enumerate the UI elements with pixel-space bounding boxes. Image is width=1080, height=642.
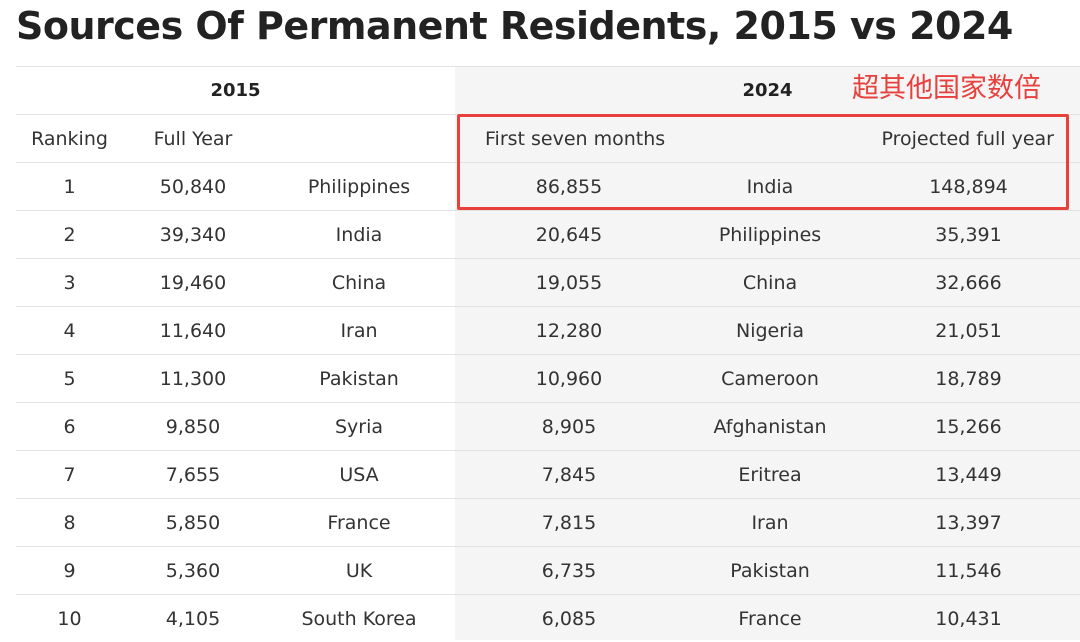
cell-country-2024: China: [683, 259, 857, 307]
cell-country-2015: Iran: [263, 307, 455, 355]
cell-country-2024: France: [683, 595, 857, 642]
cell-country-2024: Nigeria: [683, 307, 857, 355]
cell-rank: 8: [16, 499, 123, 547]
page-title: Sources Of Permanent Residents, 2015 vs …: [16, 4, 1013, 48]
cell-projected-full-year-2024: 35,391: [857, 211, 1080, 259]
header-year-2015: 2015: [16, 67, 455, 115]
highlight-box: [457, 114, 1069, 210]
cell-first-seven-months-2024: 6,085: [455, 595, 683, 642]
annotation-text: 超其他国家数倍: [852, 66, 1041, 105]
header-ranking: Ranking: [16, 115, 123, 163]
cell-full-year-2015: 19,460: [123, 259, 263, 307]
cell-full-year-2015: 5,850: [123, 499, 263, 547]
cell-country-2015: USA: [263, 451, 455, 499]
cell-country-2015: China: [263, 259, 455, 307]
header-full-year: Full Year: [123, 115, 263, 163]
cell-full-year-2015: 11,640: [123, 307, 263, 355]
cell-full-year-2015: 9,850: [123, 403, 263, 451]
cell-projected-full-year-2024: 13,449: [857, 451, 1080, 499]
cell-country-2015: Philippines: [263, 163, 455, 211]
cell-projected-full-year-2024: 13,397: [857, 499, 1080, 547]
cell-projected-full-year-2024: 11,546: [857, 547, 1080, 595]
cell-country-2015: Syria: [263, 403, 455, 451]
cell-first-seven-months-2024: 10,960: [455, 355, 683, 403]
cell-full-year-2015: 4,105: [123, 595, 263, 642]
cell-country-2015: UK: [263, 547, 455, 595]
cell-full-year-2015: 11,300: [123, 355, 263, 403]
cell-first-seven-months-2024: 19,055: [455, 259, 683, 307]
cell-projected-full-year-2024: 18,789: [857, 355, 1080, 403]
cell-country-2024: Cameroon: [683, 355, 857, 403]
cell-rank: 1: [16, 163, 123, 211]
cell-rank: 9: [16, 547, 123, 595]
cell-country-2024: Pakistan: [683, 547, 857, 595]
cell-first-seven-months-2024: 7,815: [455, 499, 683, 547]
cell-country-2015: South Korea: [263, 595, 455, 642]
cell-country-2024: Eritrea: [683, 451, 857, 499]
cell-full-year-2015: 7,655: [123, 451, 263, 499]
cell-first-seven-months-2024: 6,735: [455, 547, 683, 595]
cell-rank: 7: [16, 451, 123, 499]
cell-rank: 10: [16, 595, 123, 642]
cell-country-2024: Philippines: [683, 211, 857, 259]
cell-country-2024: Afghanistan: [683, 403, 857, 451]
cell-full-year-2015: 50,840: [123, 163, 263, 211]
cell-rank: 6: [16, 403, 123, 451]
cell-rank: 3: [16, 259, 123, 307]
cell-rank: 5: [16, 355, 123, 403]
cell-projected-full-year-2024: 21,051: [857, 307, 1080, 355]
cell-rank: 2: [16, 211, 123, 259]
cell-country-2024: Iran: [683, 499, 857, 547]
cell-projected-full-year-2024: 15,266: [857, 403, 1080, 451]
cell-first-seven-months-2024: 12,280: [455, 307, 683, 355]
header-blank-country-2015: [263, 115, 455, 163]
cell-country-2015: France: [263, 499, 455, 547]
cell-country-2015: India: [263, 211, 455, 259]
cell-full-year-2015: 5,360: [123, 547, 263, 595]
cell-first-seven-months-2024: 8,905: [455, 403, 683, 451]
cell-projected-full-year-2024: 10,431: [857, 595, 1080, 642]
cell-rank: 4: [16, 307, 123, 355]
cell-full-year-2015: 39,340: [123, 211, 263, 259]
cell-first-seven-months-2024: 7,845: [455, 451, 683, 499]
cell-projected-full-year-2024: 32,666: [857, 259, 1080, 307]
cell-country-2015: Pakistan: [263, 355, 455, 403]
cell-first-seven-months-2024: 20,645: [455, 211, 683, 259]
